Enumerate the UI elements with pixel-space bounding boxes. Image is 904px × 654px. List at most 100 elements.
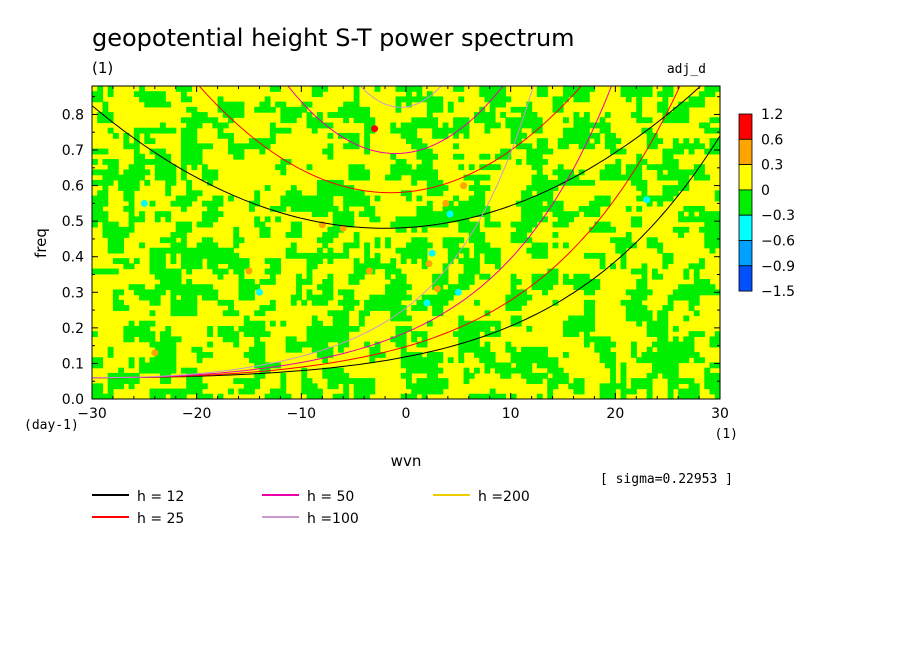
field-cell bbox=[526, 221, 533, 228]
field-cell bbox=[170, 247, 177, 254]
field-cell bbox=[641, 86, 648, 92]
field-cell bbox=[374, 258, 381, 264]
field-cell bbox=[657, 169, 664, 176]
field-cell bbox=[479, 232, 486, 238]
field-cell bbox=[489, 331, 496, 337]
field-cell bbox=[249, 388, 255, 395]
field-cell bbox=[494, 320, 501, 327]
field-cell bbox=[154, 346, 161, 353]
field-cell bbox=[353, 91, 360, 98]
field-cell bbox=[542, 143, 548, 150]
field-cell bbox=[411, 127, 418, 134]
field-cell bbox=[646, 242, 653, 249]
field-cell bbox=[139, 153, 145, 160]
curve-h50-upper bbox=[287, 86, 504, 155]
field-cell bbox=[657, 315, 664, 322]
field-cell bbox=[233, 112, 240, 118]
field-cell bbox=[364, 117, 370, 124]
field-cell bbox=[322, 237, 329, 244]
field-cell bbox=[311, 383, 318, 390]
field-cell bbox=[447, 127, 454, 134]
field-cell bbox=[458, 336, 465, 343]
field-cell bbox=[714, 190, 720, 197]
field-cell bbox=[610, 148, 616, 155]
field-cell bbox=[526, 237, 533, 244]
field-cell bbox=[233, 101, 240, 108]
field-cell bbox=[667, 91, 674, 98]
field-cell bbox=[322, 331, 329, 337]
field-cell bbox=[594, 221, 601, 228]
field-cell bbox=[212, 252, 219, 259]
field-cell bbox=[631, 310, 637, 317]
field-cell bbox=[432, 357, 438, 364]
field-cell bbox=[651, 195, 658, 202]
field-cell bbox=[631, 112, 637, 118]
field-cell bbox=[699, 263, 705, 270]
field-cell bbox=[693, 284, 700, 291]
field-cell bbox=[123, 179, 130, 186]
field-cell bbox=[343, 252, 350, 259]
field-cell bbox=[311, 211, 318, 218]
field-cell bbox=[254, 372, 261, 379]
field-cell bbox=[249, 284, 255, 291]
field-cell bbox=[693, 279, 700, 285]
field-cell bbox=[474, 352, 480, 358]
field-cell bbox=[259, 221, 266, 228]
field-cell bbox=[133, 372, 140, 379]
field-cell bbox=[327, 258, 334, 264]
field-cell bbox=[112, 258, 119, 264]
field-cell bbox=[139, 86, 145, 92]
field-cell bbox=[589, 325, 595, 332]
field-cell bbox=[238, 258, 245, 264]
field-cell bbox=[437, 127, 444, 134]
field-cell bbox=[583, 289, 590, 296]
field-cell bbox=[484, 242, 491, 249]
field-cell bbox=[693, 216, 700, 223]
field-cell bbox=[228, 106, 234, 113]
field-cell bbox=[133, 174, 140, 181]
field-cell bbox=[494, 362, 501, 369]
field-cell bbox=[657, 325, 664, 332]
field-cell bbox=[379, 305, 386, 311]
field-cell bbox=[646, 383, 653, 390]
field-cell bbox=[348, 174, 355, 181]
field-cell bbox=[118, 372, 124, 379]
field-cell bbox=[327, 378, 334, 384]
field-cell bbox=[364, 383, 370, 390]
field-cell bbox=[552, 362, 559, 369]
field-cell bbox=[296, 221, 302, 228]
field-cell bbox=[458, 279, 465, 285]
field-cell bbox=[416, 117, 423, 124]
field-cell bbox=[133, 179, 140, 186]
field-cell bbox=[411, 383, 418, 390]
field-cell bbox=[348, 112, 355, 118]
field-cell bbox=[348, 132, 355, 139]
field-cell bbox=[343, 372, 350, 379]
field-cell bbox=[542, 195, 548, 202]
field-cell bbox=[583, 315, 590, 322]
field-cell bbox=[468, 331, 475, 337]
field-cell bbox=[369, 346, 376, 353]
field-cell bbox=[646, 388, 653, 395]
field-cell bbox=[186, 388, 193, 395]
field-cell bbox=[233, 268, 240, 275]
field-cell bbox=[139, 284, 145, 291]
field-cell bbox=[196, 159, 203, 165]
field-cell bbox=[180, 138, 187, 144]
field-anomaly bbox=[643, 196, 651, 204]
field-cell bbox=[437, 352, 444, 358]
field-cell bbox=[364, 169, 370, 176]
field-cell bbox=[421, 211, 428, 218]
field-cell bbox=[599, 195, 606, 202]
field-cell bbox=[128, 325, 135, 332]
field-cell bbox=[254, 221, 261, 228]
field-cell bbox=[515, 143, 522, 150]
field-cell bbox=[228, 331, 234, 337]
field-cell bbox=[426, 96, 433, 103]
field-cell bbox=[296, 232, 302, 238]
field-cell bbox=[468, 372, 475, 379]
field-cell bbox=[301, 200, 308, 207]
field-cell bbox=[358, 393, 365, 399]
field-cell bbox=[207, 284, 213, 291]
field-cell bbox=[484, 273, 491, 280]
